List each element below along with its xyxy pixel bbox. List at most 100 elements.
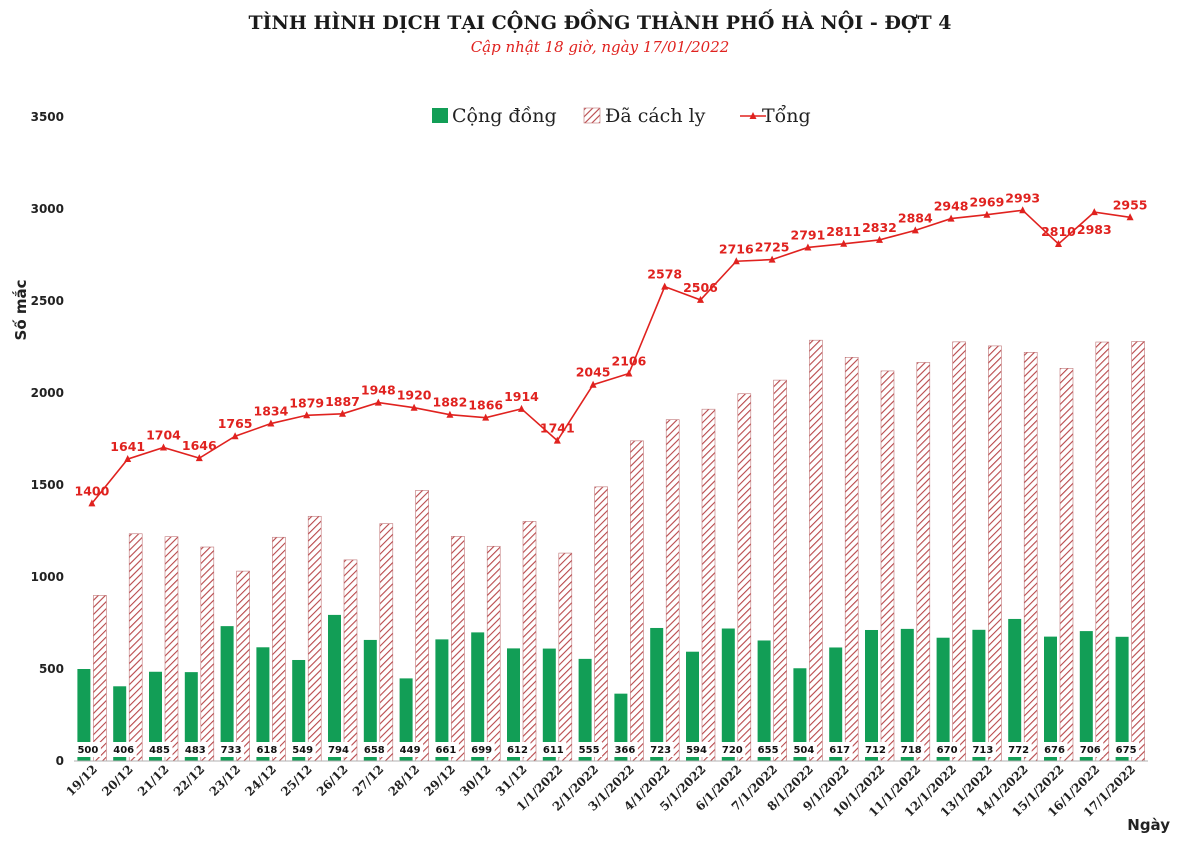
x-tick-label: 22/12 [171, 762, 208, 799]
community-value-label: 676 [1044, 745, 1065, 756]
community-label-box [182, 742, 209, 757]
bar-da-cach-ly [379, 523, 394, 762]
community-label-box [218, 742, 245, 757]
community-value-label: 675 [1116, 745, 1137, 756]
total-value-label: 1641 [110, 439, 145, 454]
bar-cong-dong [1008, 618, 1022, 761]
community-value-label: 406 [113, 745, 134, 756]
bar-cong-dong [721, 628, 735, 761]
community-label-box [110, 742, 137, 757]
y-axis-label: Số mắc [11, 280, 30, 341]
total-point [195, 454, 203, 462]
x-tick-label: 26/12 [314, 762, 351, 799]
total-point [983, 210, 991, 218]
total-value-label: 2969 [970, 195, 1005, 210]
total-value-label: 1646 [182, 438, 217, 453]
community-label-box [898, 742, 925, 757]
community-value-label: 504 [793, 745, 814, 756]
total-point [732, 257, 740, 265]
total-point [88, 499, 96, 507]
bar-cong-dong [686, 651, 699, 761]
total-value-label: 2045 [576, 365, 611, 380]
bar-da-cach-ly [880, 370, 895, 762]
bar-da-cach-ly [665, 419, 680, 762]
community-label-box [969, 742, 996, 757]
bar-cong-dong [184, 672, 198, 761]
x-tick-label: 20/12 [99, 762, 136, 799]
total-value-label: 2993 [1005, 190, 1040, 205]
total-point [1055, 239, 1062, 247]
total-value-label: 2948 [934, 199, 969, 214]
total-point [374, 398, 382, 406]
x-axis: 19/12 20/12 21/12 22/12 23/12 24/12 25/12 26/12… [63, 760, 1148, 820]
total-point [840, 239, 848, 247]
community-value-label: 617 [829, 745, 850, 756]
bar-cong-dong [578, 658, 592, 761]
legend-label-cong-dong: Cộng đồng [452, 105, 557, 127]
bar-cong-dong [650, 627, 664, 761]
community-value-label: 655 [758, 745, 779, 756]
bar-da-cach-ly [522, 521, 537, 762]
bar-da-cach-ly [1095, 341, 1110, 762]
community-label-box [361, 742, 388, 757]
community-label-box [1005, 742, 1032, 757]
bar-da-cach-ly [1131, 341, 1145, 762]
community-value-label: 718 [901, 745, 922, 756]
bar-da-cach-ly [773, 379, 787, 762]
community-value-label: 658 [364, 745, 385, 756]
total-value-label: 1887 [325, 394, 360, 409]
community-value-label: 449 [400, 745, 421, 756]
total-value-label: 1704 [146, 427, 181, 442]
bar-da-cach-ly [844, 357, 859, 762]
y-tick-label: 2500 [31, 294, 64, 308]
bar-da-cach-ly [236, 570, 250, 762]
bar-da-cach-ly [916, 362, 931, 762]
bar-cong-dong [757, 640, 771, 761]
bar-cong-dong [900, 628, 914, 761]
total-value-label: 1834 [254, 404, 289, 419]
y-tick-label: 3000 [31, 202, 64, 216]
bar-da-cach-ly [558, 552, 573, 762]
x-tick-label: 30/12 [457, 762, 494, 799]
total-point [768, 255, 776, 263]
legend: Cộng đồng Đã cách ly Tổng [432, 105, 811, 127]
total-point [661, 282, 669, 290]
community-value-label: 485 [149, 745, 170, 756]
bar-da-cach-ly [164, 536, 179, 762]
community-label-box [1113, 742, 1140, 757]
total-value-label: 2791 [791, 227, 826, 242]
x-tick-label: 19/12 [63, 762, 100, 799]
bar-cong-dong [328, 614, 341, 761]
total-point [124, 455, 132, 463]
bar-cong-dong [507, 648, 520, 761]
bar-cong-dong [256, 647, 270, 761]
x-tick-label: 23/12 [207, 762, 244, 799]
bars: 500 406 485 483 733 618 549 794 658 449 661 699 612 6… [74, 339, 1145, 762]
total-value-label: 2716 [719, 241, 754, 256]
legend-swatch-cong-dong [432, 108, 448, 123]
community-value-label: 723 [650, 745, 671, 756]
x-tick-label: 29/12 [421, 762, 458, 799]
legend-swatch-da-cach-ly [583, 107, 601, 124]
community-value-label: 661 [435, 745, 456, 756]
community-value-label: 720 [722, 745, 743, 756]
bar-da-cach-ly [486, 545, 501, 762]
total-value-label: 1400 [75, 483, 110, 498]
bar-da-cach-ly [93, 595, 107, 762]
total-value-label: 1948 [361, 383, 396, 398]
total-value-label: 2884 [898, 210, 933, 225]
total-value-label: 1741 [540, 421, 575, 436]
bar-cong-dong [1079, 631, 1093, 761]
legend-label-tong: Tổng [762, 105, 811, 127]
bar-cong-dong [435, 639, 449, 761]
total-point [303, 411, 311, 419]
total-point [339, 409, 346, 417]
community-label-box [397, 742, 424, 757]
y-tick-label: 2000 [31, 386, 64, 400]
bar-cong-dong [471, 632, 485, 761]
community-value-label: 483 [185, 745, 206, 756]
community-value-label: 670 [937, 745, 958, 756]
community-label-box [504, 742, 531, 757]
